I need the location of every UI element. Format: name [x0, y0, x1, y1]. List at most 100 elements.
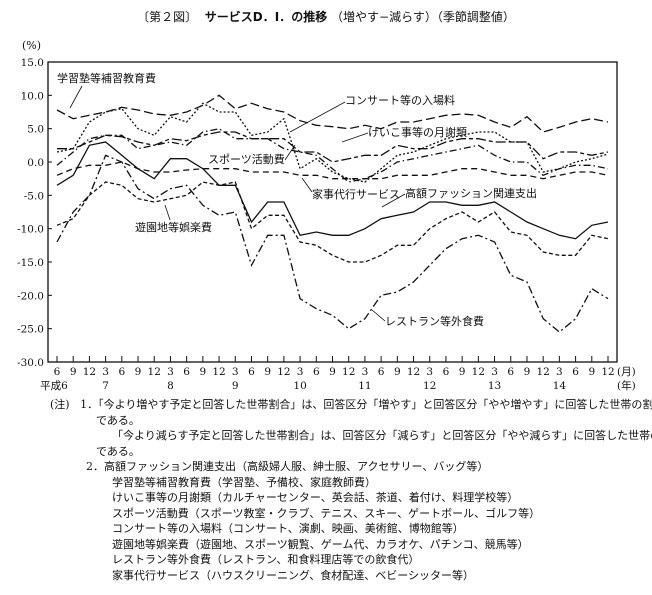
label-restaurant: レストラン等外食費	[385, 314, 484, 328]
x-month-label: 9	[329, 366, 336, 378]
label-kaji: 家事代行サービス	[312, 187, 400, 201]
label-concert: コンサート等の入場料	[345, 93, 455, 107]
y-tick-label: -15.0	[17, 257, 44, 269]
y-axis-unit: (%)	[22, 39, 41, 52]
plot-frame	[47, 61, 618, 363]
y-tick-label: -10.0	[17, 224, 44, 236]
y-tick-label: 15.0	[21, 57, 44, 69]
x-year-label: 11	[358, 380, 371, 392]
x-year-label: 平成6	[40, 380, 68, 392]
x-month-label: 3	[167, 366, 174, 378]
y-tick-label: -25.0	[17, 324, 44, 336]
note-1-text-2-cont: である。	[96, 444, 140, 458]
x-month-label: 3	[426, 366, 433, 378]
y-tick-label: 0.0	[27, 157, 44, 169]
leader-kaji	[301, 177, 313, 193]
x-year-label: 13	[488, 380, 501, 392]
line-chart: (%) 15.0 10.0 5.0 0.0 -5.0 -10.0 -15.0 -20.0 -25…	[17, 39, 636, 392]
x-month-label: 9	[588, 366, 595, 378]
note-2-item: 遊園地等娯楽費（遊園地、スポーツ観覧、ゲーム代、カラオケ、パチンコ、競馬等）	[112, 537, 529, 551]
series-line-4	[56, 161, 609, 180]
x-month-label: 9	[200, 366, 207, 378]
leader-restaurant	[371, 309, 386, 322]
note-2-item: レストラン等外食費（レストラン、和食料理店等での飲食代）	[112, 553, 420, 566]
x-year-label: 14	[553, 380, 567, 392]
x-month-label: 3	[491, 366, 498, 378]
label-keiko: けいこ事等の月謝類	[368, 125, 467, 139]
note-2-item: スポーツ活動費（スポーツ教室・クラブ、テニス、スキー、ゲートボール、ゴルフ等）	[112, 506, 541, 520]
note-1-text-2: 「今より減らす予定と回答した世帯割合」は、回答区分「減らす」と回答区分「やや減ら…	[112, 429, 652, 442]
x-year-label: 8	[167, 380, 174, 392]
x-month-label: 9	[394, 366, 401, 378]
x-month-label: 12	[536, 366, 549, 378]
y-tick-label: -20.0	[17, 290, 44, 302]
y-tick-label: -30.0	[17, 357, 44, 369]
x-month-label: 9	[135, 366, 142, 378]
x-month-label: 3	[297, 366, 304, 378]
x-month-label: 3	[362, 366, 369, 378]
note-2-number: 2．	[86, 460, 104, 473]
x-month-label: 12	[342, 366, 355, 378]
notes-label: (注)	[50, 398, 70, 411]
x-month-label: 6	[118, 366, 125, 378]
series-line-5	[56, 141, 609, 240]
leader-fashion	[381, 193, 406, 208]
x-month-label: 9	[524, 366, 531, 378]
x-month-label: 6	[183, 366, 190, 378]
note-1-text: 「今より増やす予定と回答した世帯割合」は、回答区分「増やす」と回答区分「やや増や…	[98, 398, 652, 411]
x-month-label: 12	[83, 366, 96, 378]
title-suffix: （増やす−減らす）（季節調整値）	[331, 10, 515, 24]
leader-sports	[284, 144, 296, 161]
leader-yuenchi	[164, 204, 171, 221]
chart-title: 〔第２図〕 サービスD．I．の推移 （増やす−減らす）（季節調整値）	[0, 8, 652, 25]
series-line-3	[56, 128, 609, 183]
x-year-label: 10	[293, 380, 306, 392]
series-line-7	[56, 154, 609, 333]
label-fashion: 高額ファッション関連支出	[405, 186, 537, 200]
x-month-label: 3	[232, 366, 239, 378]
x-month-label: 6	[572, 366, 579, 378]
note-2-item: 家事代行サービス（ハウスクリーニング、食材配達、ベビーシッター等）	[112, 568, 475, 582]
x-month-label: 9	[70, 366, 77, 378]
x-month-label: 12	[212, 366, 225, 378]
x-month-label: 6	[378, 366, 385, 378]
note-2-item: 高額ファッション関連支出（高級婦人服、紳士服、アクセサリー、バッグ等）	[104, 460, 489, 473]
x-month-label: 12	[407, 366, 420, 378]
leader-concert	[289, 101, 346, 133]
y-tick-label: 10.0	[21, 90, 44, 102]
x-month-label: 12	[277, 366, 290, 378]
label-juku: 学習塾等補習教育費	[57, 71, 156, 85]
series-line-0	[56, 94, 609, 133]
x-month-label: 6	[248, 366, 255, 378]
x-month-label: 6	[313, 366, 320, 378]
x-month-label: 6	[54, 366, 61, 378]
y-tick-label: 5.0	[27, 124, 44, 136]
x-month-label: 3	[556, 366, 563, 378]
x-month-label: 12	[472, 366, 485, 378]
series-line-1	[56, 102, 609, 183]
title-main: サービスD．I．の推移	[204, 10, 328, 24]
x-unit-year: (年)	[617, 379, 636, 392]
x-month-label: 3	[102, 366, 109, 378]
x-month-label: 6	[443, 366, 450, 378]
x-year-label: 7	[102, 380, 109, 392]
note-1-number: 1．	[80, 398, 99, 411]
leader-keiko	[341, 132, 369, 143]
x-year-label: 9	[232, 380, 239, 392]
notes: (注) 1．「今より増やす予定と回答した世帯割合」は、回答区分「増やす」と回答区…	[50, 397, 652, 583]
figure-number: 〔第２図〕	[137, 10, 198, 24]
x-month-label: 9	[264, 366, 271, 378]
x-month-label: 12	[601, 366, 614, 378]
leader-juku	[69, 85, 83, 109]
series-line-2	[57, 131, 609, 163]
x-year-label: 12	[423, 380, 436, 392]
note-2-item: けいこ事等の月謝類（カルチャーセンター、英会話、茶道、着付け、料理学校等）	[112, 491, 519, 504]
label-yuenchi: 遊園地等娯楽費	[135, 220, 212, 234]
note-2-item: 学習塾等補習教育費（学習塾、予備校、家庭教師費）	[112, 475, 376, 489]
label-sports: スポーツ活動費	[208, 152, 285, 166]
x-month-label: 12	[148, 366, 161, 378]
note-1-text-cont: である。	[96, 413, 140, 427]
note-2-item: コンサート等の入場料（コンサート、演劇、映画、美術館、博物館等）	[112, 522, 464, 535]
x-unit-month: (月)	[617, 366, 636, 378]
